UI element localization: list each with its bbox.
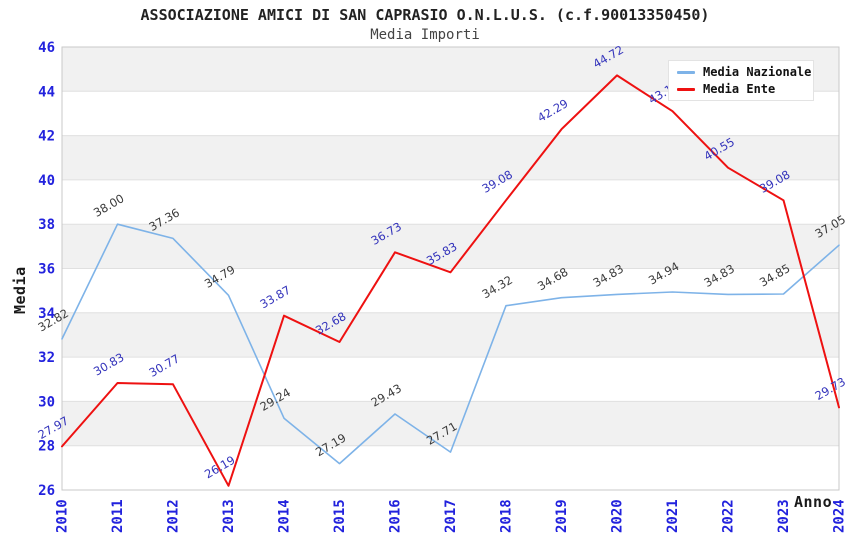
chart-subtitle: Media Importi	[370, 27, 480, 43]
series-line-media-ente	[61, 74, 840, 487]
data-label: 42.29	[535, 96, 571, 125]
x-tick-label: 2018	[499, 499, 515, 533]
y-axis-title: Media	[11, 266, 29, 314]
chart-title: ASSOCIAZIONE AMICI DI SAN CAPRASIO O.N.L…	[140, 6, 710, 24]
legend-item-media-ente: Media Ente	[677, 82, 805, 96]
x-tick-label: 2019	[554, 499, 570, 533]
media-ente-line-swatch-icon	[677, 87, 695, 91]
x-tick-label: 2015	[332, 499, 348, 533]
legend-label-media-nazionale: Media Nazionale	[703, 65, 812, 79]
y-tick-label: 38	[38, 217, 55, 233]
y-tick-label: 44	[38, 84, 55, 100]
plot-border	[61, 46, 840, 491]
x-tick-label: 2011	[110, 499, 126, 533]
grid-band	[62, 401, 839, 446]
x-tick-label: 2013	[221, 499, 237, 533]
x-tick-label: 2016	[388, 499, 404, 533]
y-tick-label: 40	[38, 173, 55, 189]
data-label: 34.32	[480, 273, 516, 302]
x-axis-title: Anno	[794, 493, 832, 511]
data-label: 38.00	[91, 191, 127, 220]
legend-label-media-ente: Media Ente	[703, 82, 776, 96]
x-tick-label: 2017	[443, 499, 459, 533]
data-label: 33.87	[258, 283, 294, 312]
y-tick-label: 36	[38, 262, 55, 278]
y-tick-label: 26	[38, 483, 55, 499]
y-tick-label: 30	[38, 394, 55, 410]
legend: Media Nazionale Media Ente	[668, 60, 814, 101]
media-nazionale-line-swatch-icon	[677, 70, 695, 74]
x-tick-label: 2022	[721, 499, 737, 533]
x-tick-label: 2024	[832, 499, 848, 533]
y-tick-label: 28	[38, 439, 55, 455]
x-tick-label: 2010	[55, 499, 71, 533]
x-tick-label: 2023	[776, 499, 792, 533]
grid-band	[62, 135, 839, 180]
grid-band	[62, 224, 839, 269]
y-tick-label: 32	[38, 350, 55, 366]
grid-band	[62, 312, 839, 358]
x-tick-label: 2021	[665, 499, 681, 533]
y-tick-label: 46	[38, 40, 55, 56]
y-tick-label: 34	[38, 306, 55, 322]
legend-item-media-nazionale: Media Nazionale	[677, 65, 811, 79]
x-tick-label: 2020	[610, 499, 626, 533]
data-label: 29.73	[813, 374, 849, 403]
x-tick-label: 2012	[166, 499, 182, 533]
y-tick-label: 42	[38, 129, 55, 145]
x-tick-label: 2014	[277, 499, 293, 533]
series-line-media-nazionale	[61, 223, 840, 465]
